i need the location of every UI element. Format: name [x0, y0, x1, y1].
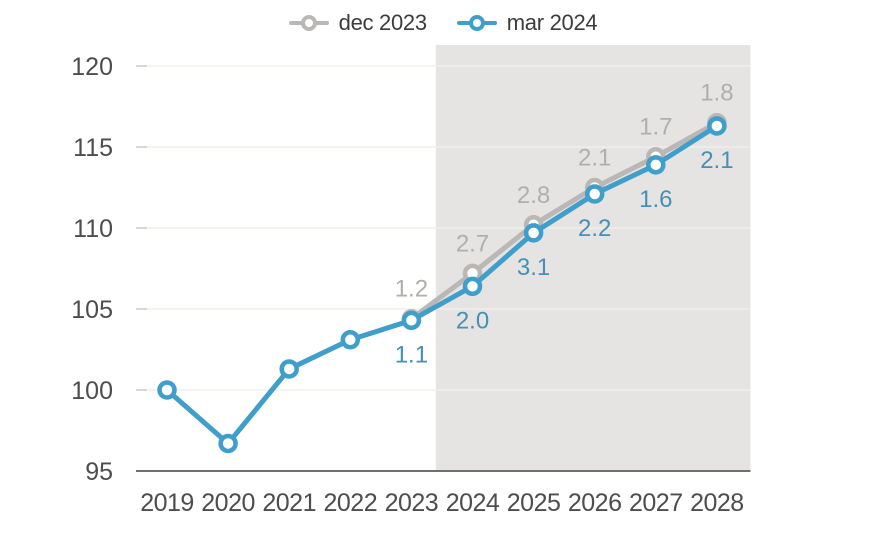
x-axis-label: 2023: [385, 489, 439, 517]
data-point-label-dec-2023: 1.7: [639, 114, 672, 141]
forecast-region: [435, 44, 751, 471]
chart-legend: dec 2023 mar 2024: [136, 10, 750, 36]
data-point-label-mar-2024: 3.1: [517, 254, 550, 281]
series-line-mar-2024: [164, 123, 720, 446]
y-axis-label: 120: [71, 53, 113, 81]
data-point-marker-mar-2024: [584, 184, 605, 204]
data-point-label-mar-2024: 2.1: [700, 147, 733, 174]
data-point-label-dec-2023: 2.1: [578, 145, 611, 172]
x-axis-label: 2024: [446, 489, 500, 517]
x-axis-label: 2027: [629, 489, 683, 517]
legend-item-mar-2024: mar 2024: [456, 10, 598, 36]
x-axis-label: 2028: [690, 489, 744, 517]
data-point-marker-mar-2024: [279, 359, 299, 379]
data-point-marker-mar-2024: [523, 223, 544, 243]
data-point-label-mar-2024: 1.6: [639, 186, 672, 213]
data-point-label-dec-2023: 1.2: [395, 276, 428, 303]
legend-line-marker-icon: [456, 15, 497, 31]
x-axis-label: 2025: [507, 489, 561, 517]
y-axis-label: 110: [73, 215, 113, 243]
x-axis-label: 2019: [140, 489, 194, 517]
data-point-label-dec-2023: 2.8: [517, 182, 550, 209]
legend-label-dec-2023: dec 2023: [338, 10, 427, 35]
series-line-dec-2023: [408, 120, 720, 322]
y-axis-label: 100: [71, 377, 113, 405]
data-point-label-mar-2024: 1.1: [395, 341, 428, 368]
legend-line-marker-icon: [288, 15, 329, 31]
y-axis-label: 115: [73, 134, 113, 162]
y-axis-label: 95: [85, 458, 113, 486]
legend-label-mar-2024: mar 2024: [506, 10, 598, 35]
y-axis-label: 105: [71, 296, 113, 324]
data-point-label-mar-2024: 2.2: [578, 215, 611, 242]
data-point-marker-mar-2024: [707, 116, 727, 136]
legend-item-dec-2023: dec 2023: [288, 10, 427, 36]
data-point-label-dec-2023: 2.7: [456, 230, 489, 257]
x-axis-label: 2022: [323, 489, 377, 517]
data-point-label-mar-2024: 2.0: [456, 307, 489, 334]
data-point-marker-mar-2024: [401, 310, 422, 331]
data-point-marker-mar-2024: [157, 380, 177, 400]
data-point-marker-mar-2024: [340, 330, 361, 350]
x-axis-label: 2020: [201, 489, 255, 517]
x-axis-label: 2021: [262, 489, 316, 517]
data-point-marker-mar-2024: [462, 276, 483, 297]
data-point-marker-mar-2024: [646, 155, 666, 175]
data-point-label-dec-2023: 1.8: [700, 80, 733, 107]
x-axis-label: 2026: [568, 489, 622, 517]
data-point-marker-mar-2024: [218, 433, 238, 454]
